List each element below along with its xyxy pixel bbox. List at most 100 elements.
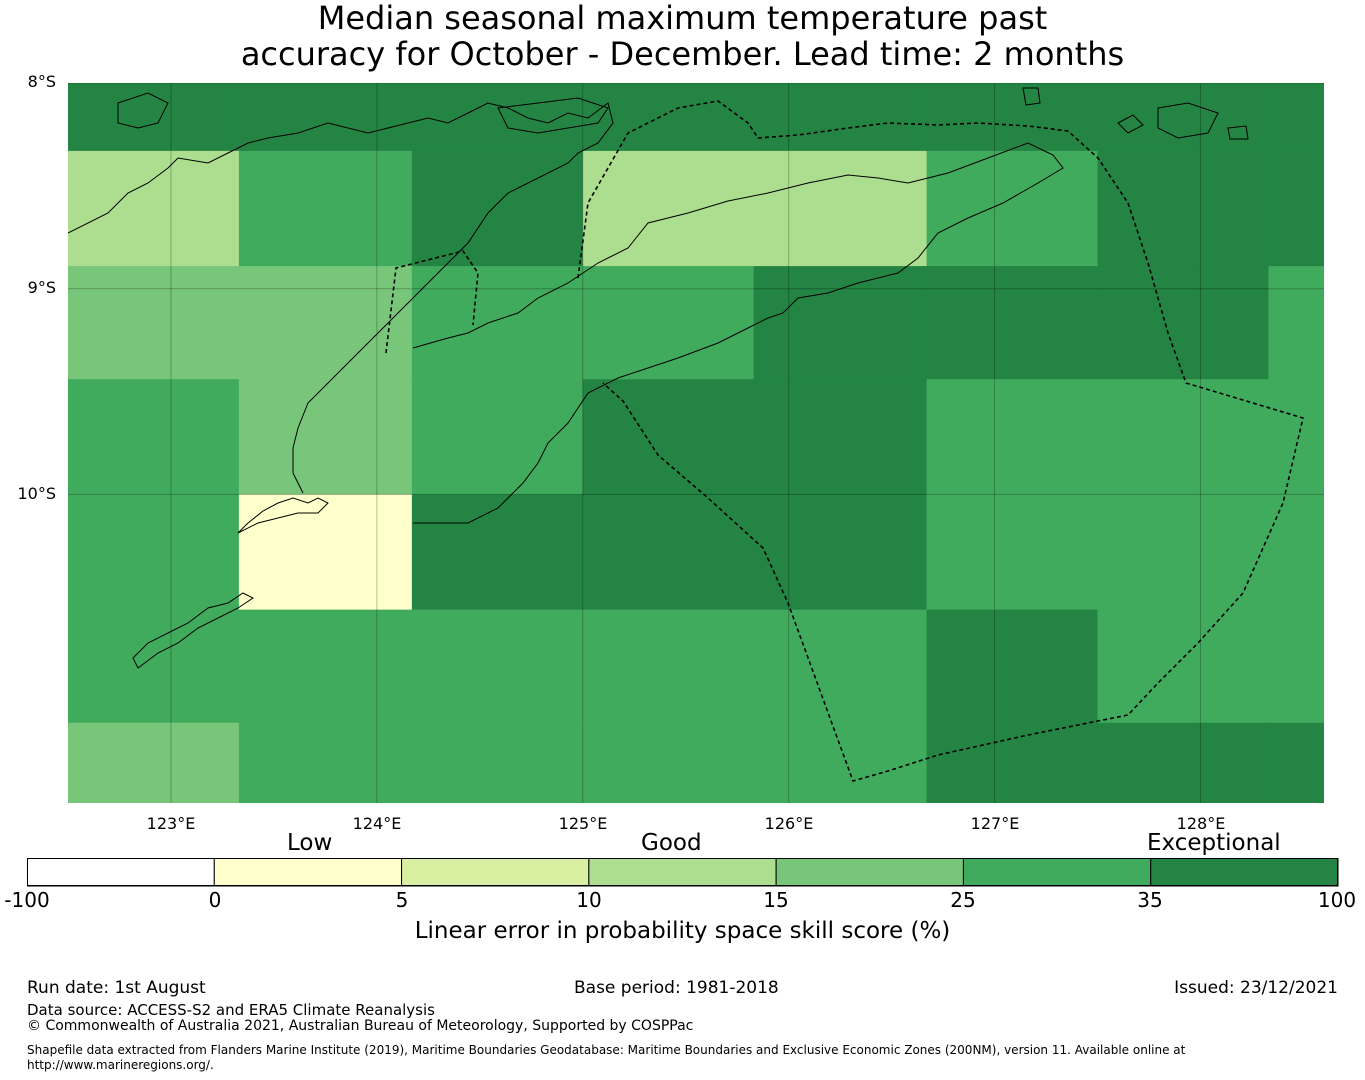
island-small2-coastline (1227, 125, 1249, 140)
colorbar-tick-0: 0 (208, 888, 222, 912)
colorbar (27, 858, 1339, 887)
skill-cell (1268, 609, 1324, 724)
skill-cell (68, 609, 240, 724)
lat-label-8s: 8°S (27, 72, 56, 91)
colorbar-category-exceptional: Exceptional (1147, 830, 1281, 856)
colorbar-tick-25: 25 (950, 888, 976, 912)
lat-label-9s: 9°S (27, 278, 56, 297)
island-east-coastline (1157, 102, 1219, 139)
lat-label-10s: 10°S (17, 484, 56, 503)
skill-cell (582, 150, 755, 267)
skill-cell (238, 266, 413, 380)
skill-cell (926, 494, 1099, 611)
eez-boundary-timor-leste (577, 100, 1304, 782)
skill-cell (1268, 379, 1324, 495)
skill-cell (68, 722, 240, 803)
colorbar-segment (962, 858, 1152, 887)
skill-cell (411, 494, 584, 611)
colorbar-tick-100: 100 (1317, 888, 1357, 912)
colorbar-tick-35: 35 (1137, 888, 1163, 912)
skill-cell (582, 609, 755, 724)
skill-cell (582, 379, 755, 495)
skill-cell (238, 494, 413, 611)
colorbar-title: Linear error in probability space skill … (414, 918, 951, 944)
map-title-line2: accuracy for October - December. Lead ti… (240, 35, 1125, 73)
skill-cell (753, 722, 928, 803)
skill-cell (1097, 494, 1269, 611)
sawu-coastline (132, 592, 254, 669)
skill-cell (1097, 83, 1269, 152)
skill-cell (68, 83, 240, 152)
sumba-flores-coastline (68, 102, 614, 494)
skill-cell (1268, 83, 1324, 152)
map-title-line1: Median seasonal maximum temperature past (317, 0, 1048, 37)
lon-label-127e: 127°E (970, 814, 1020, 833)
skill-cell (1097, 609, 1269, 724)
skill-grid-cells (68, 83, 1324, 803)
skill-cell (411, 722, 584, 803)
skill-cell (926, 609, 1099, 724)
colorbar-segment (401, 858, 590, 887)
skill-cell (1097, 150, 1269, 267)
colorbar-segments (27, 858, 1339, 887)
skill-cell (411, 83, 584, 152)
skill-cell (1268, 150, 1324, 267)
shapefile-credit-line1: Shapefile data extracted from Flanders M… (27, 1043, 1186, 1057)
wetar-coastline (497, 97, 609, 134)
skill-cell (1097, 379, 1269, 495)
skill-cell (68, 494, 240, 611)
skill-cell (68, 379, 240, 495)
lon-label-128e: 128°E (1176, 814, 1226, 833)
data-source: Data source: ACCESS-S2 and ERA5 Climate … (27, 1001, 435, 1019)
colorbar-segment (27, 858, 215, 887)
colorbar-tick-15: 15 (763, 888, 789, 912)
skill-cell (68, 150, 240, 267)
skill-cell (926, 83, 1099, 152)
island-small1-coastline (1117, 114, 1144, 134)
skill-cell (238, 609, 413, 724)
skill-cell (1097, 266, 1269, 380)
coastlines (68, 87, 1249, 669)
skill-cell (411, 609, 584, 724)
skill-cell (238, 379, 413, 495)
colorbar-segment (213, 858, 403, 887)
copyright: © Commonwealth of Australia 2021, Austra… (27, 1018, 694, 1034)
skill-cell (753, 609, 928, 724)
skill-map (68, 83, 1324, 803)
lon-label-124e: 124°E (352, 814, 402, 833)
colorbar-frame (27, 858, 1338, 886)
skill-cell (1097, 722, 1269, 803)
island-ne-coastline (1022, 87, 1041, 106)
skill-cell (582, 83, 755, 152)
skill-cell (582, 494, 755, 611)
colorbar-tick-5: 5 (395, 888, 409, 912)
alor-coastline (117, 92, 169, 129)
lon-label-123e: 123°E (146, 814, 196, 833)
skill-cell (753, 266, 928, 380)
base-period: Base period: 1981-2018 (574, 978, 779, 998)
skill-cell (1268, 722, 1324, 803)
skill-cell (926, 266, 1099, 380)
shapefile-credit-line2: http://www.marineregions.org/. (27, 1058, 214, 1072)
skill-cell (753, 494, 928, 611)
skill-cell (238, 722, 413, 803)
colorbar-tick-10: 10 (576, 888, 602, 912)
colorbar-category-good: Good (641, 830, 702, 856)
map-gridlines (68, 83, 1324, 803)
skill-cell (238, 83, 413, 152)
colorbar-segment (775, 858, 964, 887)
skill-cell (1268, 266, 1324, 380)
skill-cell (926, 722, 1099, 803)
eez-boundary-oecusse (385, 250, 479, 354)
skill-cell (753, 150, 928, 267)
colorbar-tick-m100: -100 (4, 888, 50, 912)
skill-cell (68, 266, 240, 380)
colorbar-segment (1150, 858, 1339, 887)
run-date: Run date: 1st August (27, 978, 206, 998)
timor-coastline (412, 142, 1064, 524)
skill-cell (582, 722, 755, 803)
skill-cell (926, 379, 1099, 495)
skill-cell (411, 266, 584, 380)
colorbar-category-low: Low (287, 830, 333, 856)
skill-cell (926, 150, 1099, 267)
